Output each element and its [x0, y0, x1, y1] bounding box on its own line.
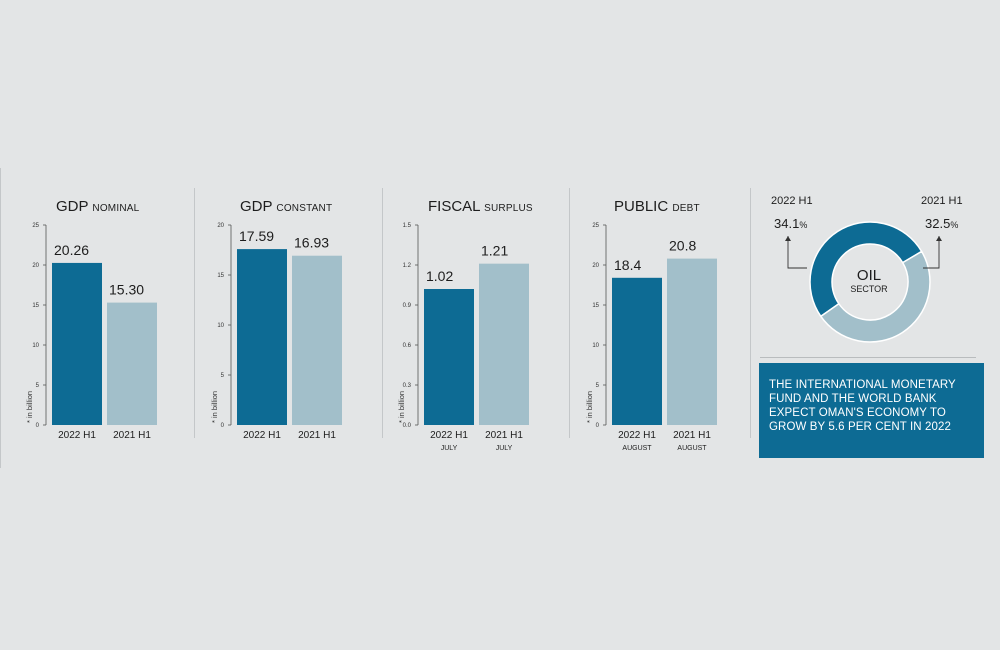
- section-divider: [569, 188, 570, 438]
- y-tick-label: 0: [221, 423, 225, 429]
- y-axis-label: * in billion: [25, 391, 34, 423]
- x-category-label: 2021 H1: [298, 430, 336, 441]
- y-tick-label: 25: [592, 223, 599, 229]
- y-tick-label: 0.3: [403, 383, 412, 389]
- chart-title-main: GDP: [56, 198, 89, 215]
- y-tick-label: 0.0: [403, 423, 412, 429]
- y-tick-label: 0.9: [403, 303, 412, 309]
- x-sublabel: AUGUST: [677, 445, 707, 452]
- chart-title-main: GDP: [240, 198, 273, 215]
- section-divider: [750, 188, 751, 438]
- y-tick-label: 25: [32, 223, 39, 229]
- chart-title-main: FISCAL: [428, 198, 480, 215]
- y-tick-label: 0.6: [403, 343, 412, 349]
- section-divider: [0, 168, 1, 468]
- bar-value-label: 15.30: [109, 282, 144, 298]
- y-tick-label: 1.2: [403, 263, 412, 269]
- x-category-label: 2021 H1: [673, 430, 711, 441]
- y-tick-label: 0: [596, 423, 600, 429]
- x-category-label: 2022 H1: [243, 430, 281, 441]
- chart-title-sub: CONSTANT: [276, 203, 333, 214]
- y-tick-label: 20: [32, 263, 39, 269]
- x-category-label: 2021 H1: [485, 430, 523, 441]
- x-category-label: 2022 H1: [618, 430, 656, 441]
- y-tick-label: 1.5: [403, 223, 412, 229]
- pie-label-2021: 2021 H1: [921, 195, 963, 207]
- y-tick-label: 20: [592, 263, 599, 269]
- note-box: THE INTERNATIONAL MONETARY FUND AND THE …: [759, 363, 984, 458]
- pie-value-2022: 34.1%: [774, 216, 807, 231]
- x-category-label: 2021 H1: [113, 430, 151, 441]
- donut-svg: [785, 221, 942, 343]
- y-tick-label: 5: [596, 383, 600, 389]
- donut-slice: [809, 221, 923, 318]
- bar-value-label: 20.26: [54, 242, 89, 258]
- chart-title-fiscal-surplus: FISCAL SURPLUS: [428, 198, 533, 215]
- y-tick-label: 10: [32, 343, 39, 349]
- bar: [52, 262, 102, 425]
- bar: [424, 289, 474, 425]
- bar: [292, 255, 342, 425]
- y-axis-label: * in billion: [585, 391, 594, 423]
- leader-arrow-2022: [787, 236, 807, 269]
- y-tick-label: 15: [592, 303, 599, 309]
- y-axis-label: * in billion: [397, 391, 406, 423]
- pie-label-2022: 2022 H1: [771, 195, 813, 207]
- y-tick-label: 5: [36, 383, 40, 389]
- bar-value-label: 17.59: [239, 228, 274, 244]
- x-sublabel: JULY: [496, 445, 513, 452]
- donut-center-label: OIL SECTOR: [829, 267, 909, 294]
- chart-title-public-debt: PUBLIC DEBT: [614, 198, 700, 215]
- bar-chart-public-debt: 0 5 10 15 20 25 * in billion 18.4 2022 H1 AUGUST 2…: [585, 223, 717, 452]
- y-axis-label: * in billion: [210, 391, 219, 423]
- leader-arrow-2021: [923, 236, 940, 269]
- x-sublabel: AUGUST: [622, 445, 652, 452]
- bar-chart-fiscal-surplus: 0.0 0.3 0.6 0.9 1.2 1.5 * in billion 1.02 2022 H…: [397, 223, 529, 452]
- chart-title-main: PUBLIC: [614, 198, 669, 215]
- pie-value-2021: 32.5%: [925, 216, 958, 231]
- pie-value-number: 34.1: [774, 216, 800, 231]
- donut-center-line2: SECTOR: [850, 284, 888, 294]
- leader-arrow-2021-head: [936, 236, 942, 241]
- bar: [107, 302, 157, 425]
- chart-title-gdp-nominal: GDP NOMINAL: [56, 198, 139, 215]
- y-tick-label: 15: [32, 303, 39, 309]
- donut-center-line1: OIL: [856, 267, 882, 284]
- bar: [667, 258, 717, 425]
- pie-value-unit: %: [950, 220, 959, 230]
- pie-value-unit: %: [799, 220, 808, 230]
- bar-value-label: 1.21: [481, 243, 508, 259]
- chart-title-sub: NOMINAL: [92, 203, 140, 214]
- chart-title-sub: DEBT: [672, 203, 700, 214]
- bar: [479, 263, 529, 425]
- leader-arrow-2022-head: [785, 236, 791, 241]
- y-tick-label: 20: [217, 223, 224, 229]
- x-category-label: 2022 H1: [430, 430, 468, 441]
- bar-chart-gdp-nominal: 0 5 10 15 20 25 * in billion 20.26 2022 H1 15.30 2…: [25, 223, 157, 441]
- donut-slice: [819, 250, 931, 343]
- donut-chart-oil-sector: 2022 H1 34.1% 2021 H1 32.5% OIL SECTOR: [755, 185, 1000, 360]
- bar-value-label: 1.02: [426, 268, 453, 284]
- bar: [237, 249, 287, 425]
- pie-value-number: 32.5: [925, 216, 951, 231]
- note-text: THE INTERNATIONAL MONETARY FUND AND THE …: [769, 379, 956, 433]
- x-category-label: 2022 H1: [58, 430, 96, 441]
- section-divider: [194, 188, 195, 438]
- bar-value-label: 20.8: [669, 238, 696, 254]
- bar: [612, 277, 662, 425]
- bar-value-label: 18.4: [614, 257, 641, 273]
- y-tick-label: 5: [221, 373, 225, 379]
- y-tick-label: 10: [217, 323, 224, 329]
- bar-value-label: 16.93: [294, 235, 329, 251]
- chart-title-gdp-constant: GDP CONSTANT: [240, 198, 332, 215]
- y-tick-label: 10: [592, 343, 599, 349]
- x-sublabel: JULY: [441, 445, 458, 452]
- section-divider: [382, 188, 383, 438]
- y-tick-label: 0: [36, 423, 40, 429]
- chart-title-sub: SURPLUS: [484, 203, 533, 214]
- y-tick-label: 15: [217, 273, 224, 279]
- bar-chart-gdp-constant: 0 5 10 15 20 * in billion 17.59 2022 H1 16.93 202…: [210, 223, 342, 441]
- separator-line: [760, 357, 976, 358]
